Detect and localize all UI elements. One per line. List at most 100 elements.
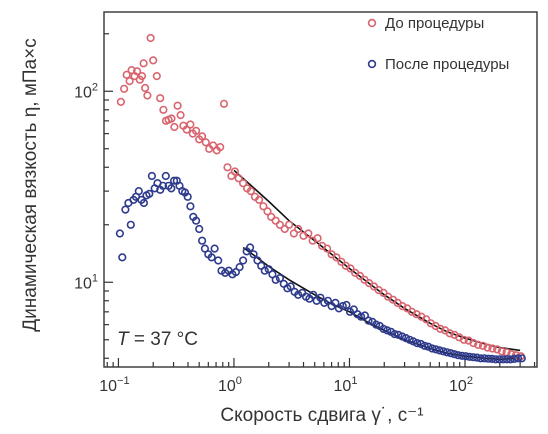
data-point [170, 122, 179, 132]
data-point [510, 354, 519, 364]
data-point [173, 101, 182, 110]
data-point [493, 345, 502, 354]
data-point [474, 340, 483, 350]
data-point [230, 167, 239, 176]
data-point [294, 224, 303, 234]
x-tick-label: 102 [449, 375, 473, 395]
data-points [115, 33, 526, 364]
data-point [294, 290, 303, 299]
data-point [121, 205, 130, 214]
data-point [439, 347, 448, 356]
data-point [183, 192, 192, 201]
series-before [116, 33, 525, 361]
data-point [304, 229, 313, 238]
data-point [313, 234, 322, 243]
data-point [316, 293, 325, 302]
data-point [167, 184, 176, 193]
data-point [459, 335, 469, 344]
data-point [285, 220, 294, 229]
data-point [264, 265, 273, 274]
data-point [159, 105, 168, 114]
data-point [133, 67, 142, 76]
data-point [331, 298, 340, 308]
data-point [167, 114, 176, 123]
data-point [170, 176, 179, 185]
data-point [239, 179, 248, 188]
data-point [480, 354, 489, 363]
x-axis-title: Скорость сдвига γ˙, с⁻¹ [220, 405, 423, 426]
data-point [271, 275, 280, 284]
data-point [323, 296, 333, 305]
data-point [364, 316, 373, 325]
data-point [192, 216, 201, 225]
data-point [401, 334, 411, 343]
x-tick-label: 10−1 [99, 375, 129, 395]
legend: До процедуры После процедуры [367, 15, 509, 73]
data-point [337, 257, 346, 266]
data-point [158, 181, 168, 190]
data-point [483, 343, 492, 352]
x-tick-labels: 10−1 100 101 102 [99, 375, 473, 395]
y-tick-label: 102 [74, 81, 98, 101]
data-point [195, 224, 204, 234]
data-point [445, 329, 454, 338]
data-point [332, 253, 341, 262]
data-point [192, 126, 201, 135]
data-point [210, 244, 219, 253]
data-point [134, 187, 143, 196]
x-tick-label: 101 [334, 375, 358, 395]
legend-marker-after [367, 59, 377, 69]
data-point [502, 355, 512, 364]
data-point [207, 253, 216, 262]
data-point [119, 84, 129, 93]
data-point [338, 302, 347, 311]
x-ticks [106, 358, 536, 367]
data-point [355, 271, 365, 281]
data-point [182, 125, 191, 134]
y-axis-title: Динамическая вязкость η, мПа×с [20, 38, 41, 331]
data-point [499, 355, 508, 364]
data-point [253, 256, 262, 265]
legend-label-after: После процедуры [385, 56, 509, 73]
data-point [428, 344, 437, 353]
data-point [146, 33, 155, 43]
data-point [286, 282, 295, 291]
fit-lines [233, 169, 521, 361]
data-point [219, 99, 229, 108]
data-point [454, 351, 463, 360]
legend-marker-before [367, 18, 377, 28]
data-point [147, 171, 156, 181]
data-point [469, 339, 478, 348]
data-point [431, 345, 440, 354]
data-point [465, 352, 474, 361]
data-point [152, 71, 161, 81]
y-tick-label: 101 [74, 272, 98, 292]
temperature-annotation: T = 37 °С [117, 329, 198, 350]
data-point [442, 348, 452, 357]
data-point [200, 244, 209, 253]
data-point [234, 174, 243, 183]
data-point [198, 236, 207, 245]
data-point [216, 143, 225, 152]
data-point [446, 349, 455, 358]
data-point [478, 341, 488, 350]
data-point [145, 189, 154, 198]
data-point [383, 326, 392, 335]
data-point [122, 70, 131, 79]
data-point [139, 198, 148, 208]
data-point [506, 355, 515, 364]
data-point [116, 97, 125, 106]
data-point [394, 330, 403, 340]
data-point [372, 320, 381, 329]
x-tick-label: 100 [218, 375, 242, 395]
data-point [126, 220, 135, 229]
data-point [227, 171, 236, 181]
data-point [469, 353, 478, 362]
data-point [472, 353, 482, 362]
data-point [346, 264, 355, 273]
data-point [413, 339, 422, 348]
data-point [476, 354, 485, 363]
data-point [156, 94, 165, 103]
data-point [137, 71, 147, 81]
data-point [143, 91, 152, 100]
